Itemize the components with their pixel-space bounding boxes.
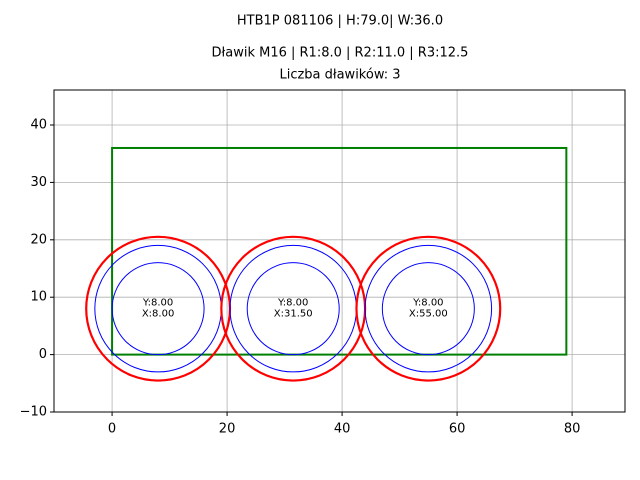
y-tick-label: −10: [20, 405, 47, 420]
y-tick-label: 20: [30, 232, 47, 247]
axes-frame: [53, 89, 626, 413]
gland-label-y: Y:8.00: [412, 298, 443, 309]
y-tick-label: 40: [30, 118, 47, 133]
x-tick-label: 40: [334, 422, 351, 437]
chart-title: HTB1P 081106 | H:79.0| W:36.0: [237, 14, 443, 29]
gland-label-y: Y:8.00: [142, 298, 173, 309]
y-tick-label: 10: [30, 290, 47, 305]
gland-circle: [111, 262, 205, 356]
gland-circle: [364, 244, 493, 373]
chart-subtitle: Dławik M16 | R1:8.0 | R2:11.0 | R3:12.5: [212, 46, 469, 61]
enclosure: [111, 146, 568, 356]
chart-subtitle: Liczba dławików: 3: [279, 68, 400, 83]
plot-area: Y:8.00X:8.00Y:8.00X:31.50Y:8.00X:55.00: [54, 90, 625, 412]
x-tick-label: 80: [564, 422, 581, 437]
y-tick-label: 30: [30, 175, 47, 190]
y-tick-label: 0: [39, 347, 47, 362]
x-tick-label: 60: [449, 422, 466, 437]
gland-circle: [246, 262, 340, 356]
gland-label-x: X:8.00: [142, 309, 175, 320]
gland-label-y: Y:8.00: [277, 298, 308, 309]
gland-label-x: X:55.00: [409, 309, 448, 320]
gland-circle: [355, 235, 502, 382]
x-tick-label: 20: [219, 422, 236, 437]
x-tick-label: 0: [108, 422, 116, 437]
gland-label-x: X:31.50: [274, 309, 313, 320]
gland-circle: [381, 262, 475, 356]
